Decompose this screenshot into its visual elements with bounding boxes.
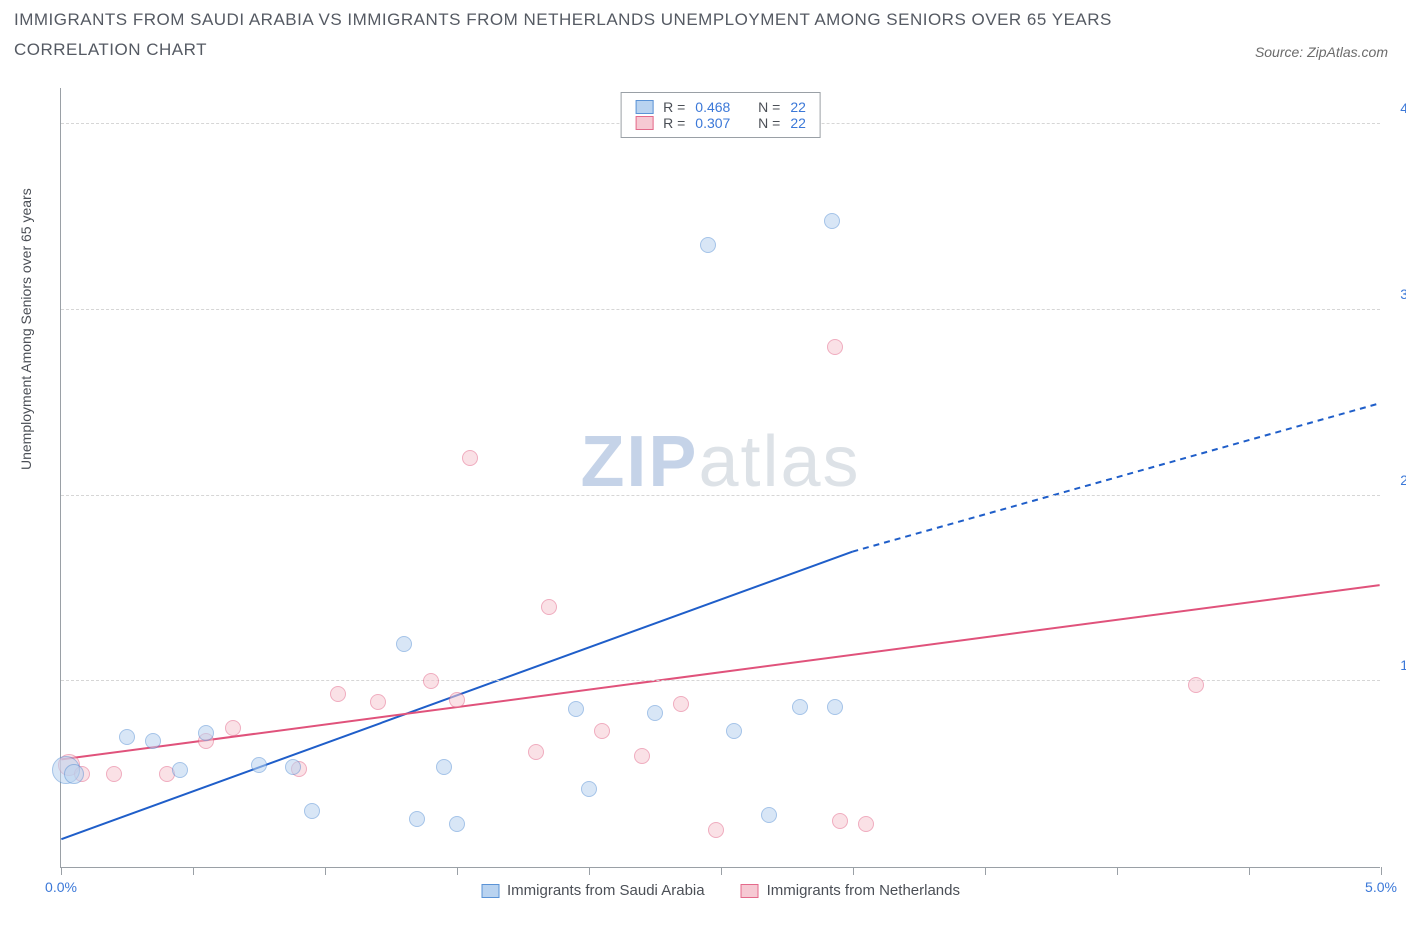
r-value-netherlands: 0.307 bbox=[695, 115, 730, 131]
scatter-point-netherlands bbox=[370, 694, 386, 710]
trend-lines-svg bbox=[61, 88, 1380, 867]
scatter-point-saudi bbox=[436, 759, 452, 775]
y-tick-label: 40.0% bbox=[1386, 100, 1406, 116]
scatter-point-netherlands bbox=[634, 748, 650, 764]
x-tick bbox=[457, 867, 458, 875]
scatter-point-saudi bbox=[449, 816, 465, 832]
x-tick-label: 5.0% bbox=[1365, 879, 1397, 895]
scatter-plot: ZIPatlas R = 0.468 N = 22 R = 0.307 N = … bbox=[60, 88, 1380, 868]
scatter-point-saudi bbox=[64, 764, 84, 784]
legend-row-netherlands: R = 0.307 N = 22 bbox=[635, 115, 806, 131]
scatter-point-saudi bbox=[792, 699, 808, 715]
y-tick-label: 30.0% bbox=[1386, 286, 1406, 302]
trend-line bbox=[61, 585, 1379, 759]
y-tick-label: 10.0% bbox=[1386, 657, 1406, 673]
series-legend: Immigrants from Saudi Arabia Immigrants … bbox=[481, 882, 960, 899]
x-tick bbox=[985, 867, 986, 875]
r-value-saudi: 0.468 bbox=[695, 99, 730, 115]
scatter-point-saudi bbox=[251, 757, 267, 773]
scatter-point-netherlands bbox=[858, 816, 874, 832]
scatter-point-saudi bbox=[581, 781, 597, 797]
x-tick-label: 0.0% bbox=[45, 879, 77, 895]
scatter-point-saudi bbox=[726, 723, 742, 739]
x-tick bbox=[853, 867, 854, 875]
scatter-point-netherlands bbox=[1188, 677, 1204, 693]
gridline-h bbox=[61, 680, 1380, 681]
x-tick bbox=[1117, 867, 1118, 875]
scatter-point-saudi bbox=[647, 705, 663, 721]
source-attribution: Source: ZipAtlas.com bbox=[1255, 44, 1388, 60]
scatter-point-saudi bbox=[827, 699, 843, 715]
legend-item-saudi: Immigrants from Saudi Arabia bbox=[481, 882, 705, 899]
chart-title-line2: CORRELATION CHART bbox=[14, 40, 1392, 60]
scatter-point-saudi bbox=[119, 729, 135, 745]
legend-row-saudi: R = 0.468 N = 22 bbox=[635, 99, 806, 115]
correlation-legend: R = 0.468 N = 22 R = 0.307 N = 22 bbox=[620, 92, 821, 138]
scatter-point-netherlands bbox=[541, 599, 557, 615]
n-value-netherlands: 22 bbox=[790, 115, 806, 131]
legend-label-netherlands: Immigrants from Netherlands bbox=[767, 882, 960, 899]
scatter-point-netherlands bbox=[225, 720, 241, 736]
chart-title-line1: IMMIGRANTS FROM SAUDI ARABIA VS IMMIGRAN… bbox=[14, 10, 1392, 30]
scatter-point-netherlands bbox=[673, 696, 689, 712]
scatter-point-saudi bbox=[824, 213, 840, 229]
scatter-point-saudi bbox=[304, 803, 320, 819]
legend-item-netherlands: Immigrants from Netherlands bbox=[741, 882, 960, 899]
swatch-netherlands-icon bbox=[741, 884, 759, 898]
scatter-point-saudi bbox=[700, 237, 716, 253]
scatter-point-netherlands bbox=[449, 692, 465, 708]
chart-header: IMMIGRANTS FROM SAUDI ARABIA VS IMMIGRAN… bbox=[0, 0, 1406, 64]
scatter-point-saudi bbox=[409, 811, 425, 827]
scatter-point-netherlands bbox=[423, 673, 439, 689]
gridline-h bbox=[61, 495, 1380, 496]
x-tick bbox=[61, 867, 62, 875]
y-tick-label: 20.0% bbox=[1386, 472, 1406, 488]
swatch-saudi bbox=[635, 100, 653, 114]
n-value-saudi: 22 bbox=[790, 99, 806, 115]
scatter-point-saudi bbox=[198, 725, 214, 741]
trend-line bbox=[852, 403, 1379, 551]
legend-label-saudi: Immigrants from Saudi Arabia bbox=[507, 882, 705, 899]
scatter-point-netherlands bbox=[832, 813, 848, 829]
x-tick bbox=[193, 867, 194, 875]
x-tick bbox=[1249, 867, 1250, 875]
scatter-point-netherlands bbox=[462, 450, 478, 466]
scatter-point-saudi bbox=[172, 762, 188, 778]
watermark-logo: ZIPatlas bbox=[580, 421, 860, 503]
scatter-point-netherlands bbox=[330, 686, 346, 702]
scatter-point-netherlands bbox=[528, 744, 544, 760]
swatch-saudi-icon bbox=[481, 884, 499, 898]
scatter-point-netherlands bbox=[594, 723, 610, 739]
scatter-point-saudi bbox=[568, 701, 584, 717]
scatter-point-saudi bbox=[285, 759, 301, 775]
scatter-point-netherlands bbox=[708, 822, 724, 838]
x-tick bbox=[721, 867, 722, 875]
scatter-point-saudi bbox=[145, 733, 161, 749]
gridline-h bbox=[61, 309, 1380, 310]
x-tick bbox=[1381, 867, 1382, 875]
y-axis-title: Unemployment Among Seniors over 65 years bbox=[18, 188, 34, 470]
scatter-point-netherlands bbox=[106, 766, 122, 782]
scatter-point-netherlands bbox=[827, 339, 843, 355]
scatter-point-saudi bbox=[761, 807, 777, 823]
swatch-netherlands bbox=[635, 116, 653, 130]
x-tick bbox=[589, 867, 590, 875]
x-tick bbox=[325, 867, 326, 875]
scatter-point-saudi bbox=[396, 636, 412, 652]
